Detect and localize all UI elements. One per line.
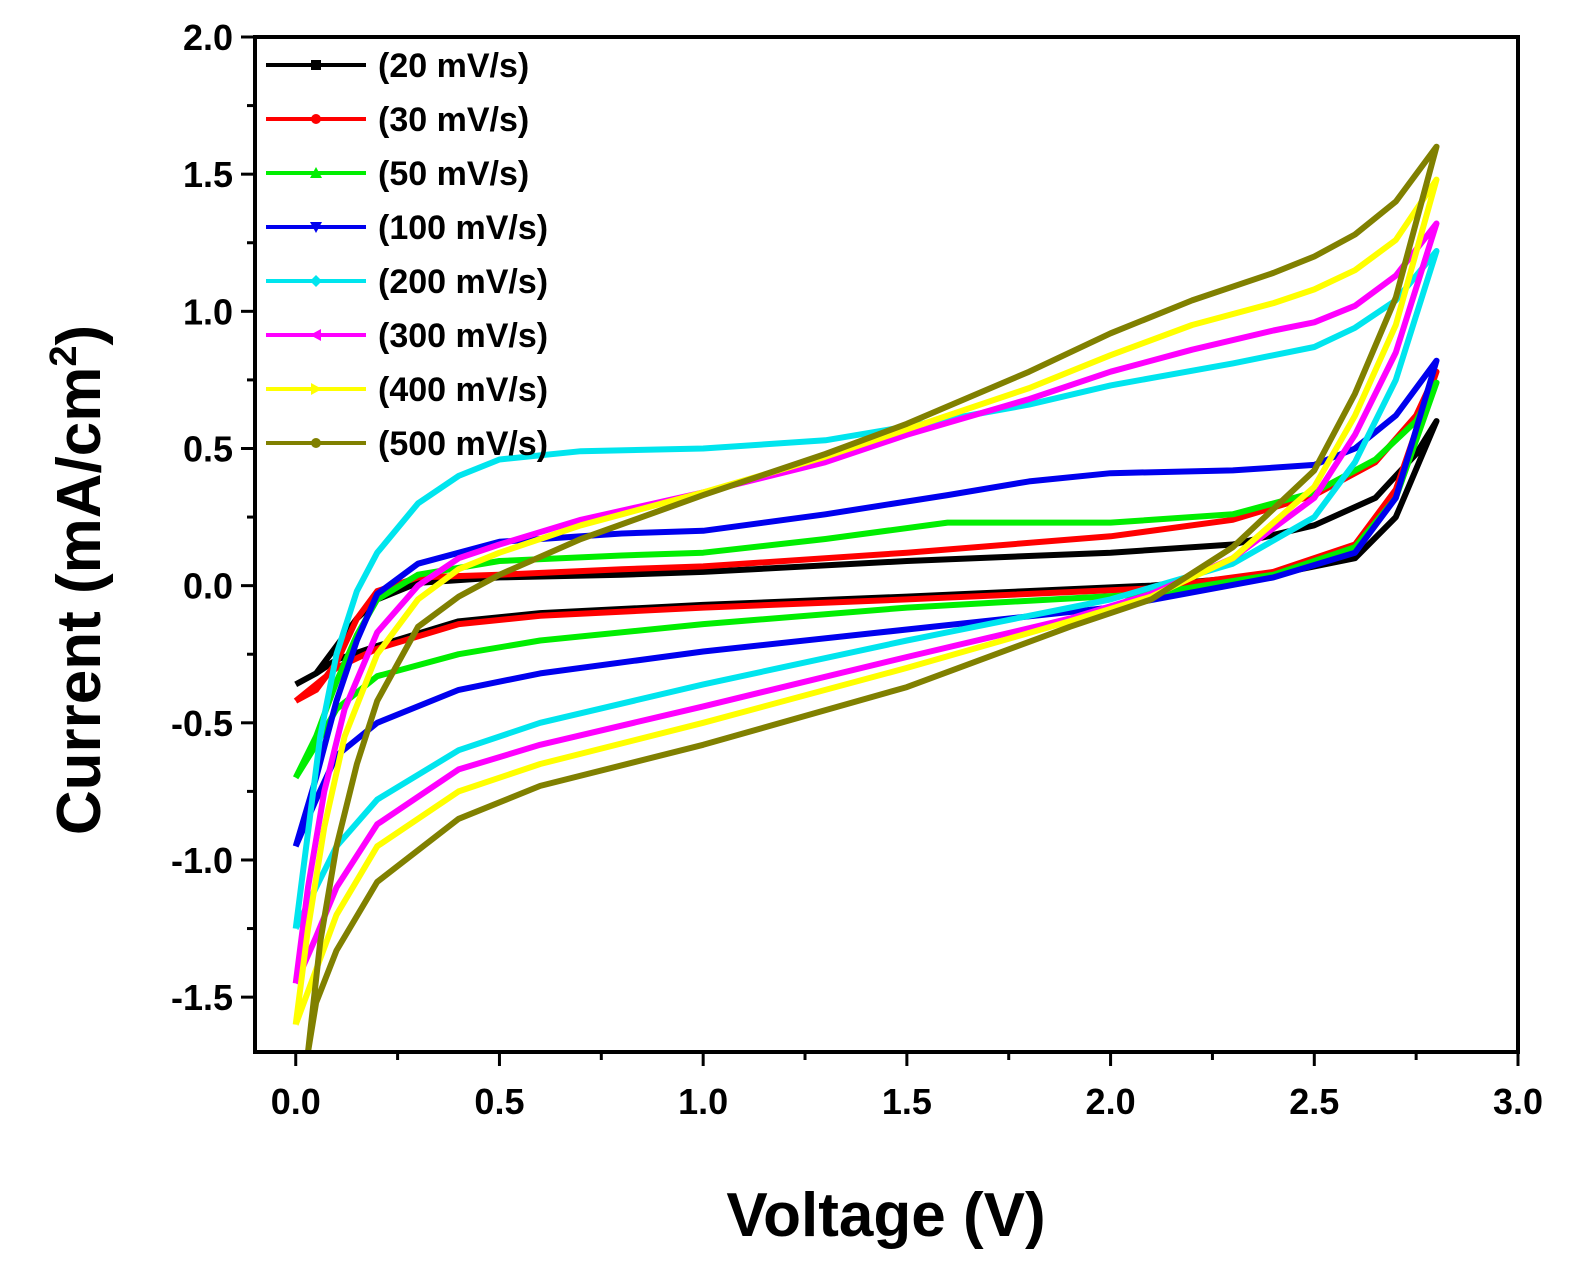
legend-label: (30 mV/s) (378, 101, 529, 139)
x-tick-label: 1.5 (882, 1081, 932, 1122)
legend-label: (400 mV/s) (378, 371, 548, 409)
legend-label: (50 mV/s) (378, 155, 529, 193)
x-tick-label: 2.5 (1289, 1081, 1339, 1122)
y-tick-label: 2.0 (183, 17, 233, 58)
legend-marker-triangle-down (310, 222, 322, 233)
legend-item-1: (30 mV/s) (266, 101, 529, 139)
y-axis-title-main: Current (mA/cm (45, 367, 114, 836)
legend-marker-circle (311, 438, 321, 448)
series-curve-5 (292, 220, 1440, 985)
legend-marker-triangle-left (310, 329, 321, 341)
legend-label: (200 mV/s) (378, 263, 548, 301)
x-tick-label: 2.0 (1086, 1081, 1136, 1122)
legend-label: (300 mV/s) (378, 317, 548, 355)
legend-marker-triangle-right (311, 383, 322, 395)
legend-label: (20 mV/s) (378, 47, 529, 85)
legend-item-2: (50 mV/s) (266, 155, 529, 193)
x-tick-label: 1.0 (678, 1081, 728, 1122)
x-tick-label: 0.0 (271, 1081, 321, 1122)
legend-item-0: (20 mV/s) (266, 47, 529, 85)
series-curve-2 (293, 379, 1440, 780)
y-axis-title-superscript: 2 (43, 346, 85, 367)
series-curve-4 (292, 248, 1440, 930)
series-curve-6 (292, 176, 1440, 1026)
legend-item-7: (500 mV/s) (266, 425, 548, 463)
y-tick-label: 0.5 (183, 428, 233, 469)
y-tick-label: 0.0 (183, 566, 233, 607)
y-axis-title-close: ) (45, 325, 114, 346)
legend-marker-circle (311, 114, 321, 124)
legend: (20 mV/s) (30 mV/s) (50 mV/s) (100 mV/s) (20… (266, 47, 548, 463)
series-curve-7 (305, 143, 1440, 1053)
y-tick-label: 1.0 (183, 291, 233, 332)
y-tick-label: -1.0 (171, 840, 233, 881)
series-curves (292, 143, 1440, 1053)
legend-marker-square (311, 60, 321, 70)
y-tick-label: -1.5 (171, 977, 233, 1018)
y-tick-label: -0.5 (171, 703, 233, 744)
legend-marker-triangle-up (310, 167, 322, 178)
x-tick-label: 3.0 (1493, 1081, 1543, 1122)
x-axis-ticks: 0.0 0.5 1.0 1.5 2.0 2.5 3.0 (271, 1052, 1543, 1122)
legend-item-4: (200 mV/s) (266, 263, 548, 301)
y-tick-label: 1.5 (183, 154, 233, 195)
y-axis-ticks: -1.5 -1.0 -0.5 0.0 0.5 1.0 1.5 2.0 (171, 17, 255, 1018)
legend-item-5: (300 mV/s) (266, 317, 548, 355)
legend-marker-diamond (310, 275, 322, 287)
x-axis-title: Voltage (V) (726, 1181, 1045, 1250)
x-tick-label: 0.5 (474, 1081, 524, 1122)
legend-item-6: (400 mV/s) (266, 371, 548, 409)
plot-frame (253, 35, 1520, 1054)
legend-item-3: (100 mV/s) (266, 209, 548, 247)
y-axis-title: Current (mA/cm2) (43, 325, 114, 835)
legend-label: (100 mV/s) (378, 209, 548, 247)
legend-label: (500 mV/s) (378, 425, 548, 463)
